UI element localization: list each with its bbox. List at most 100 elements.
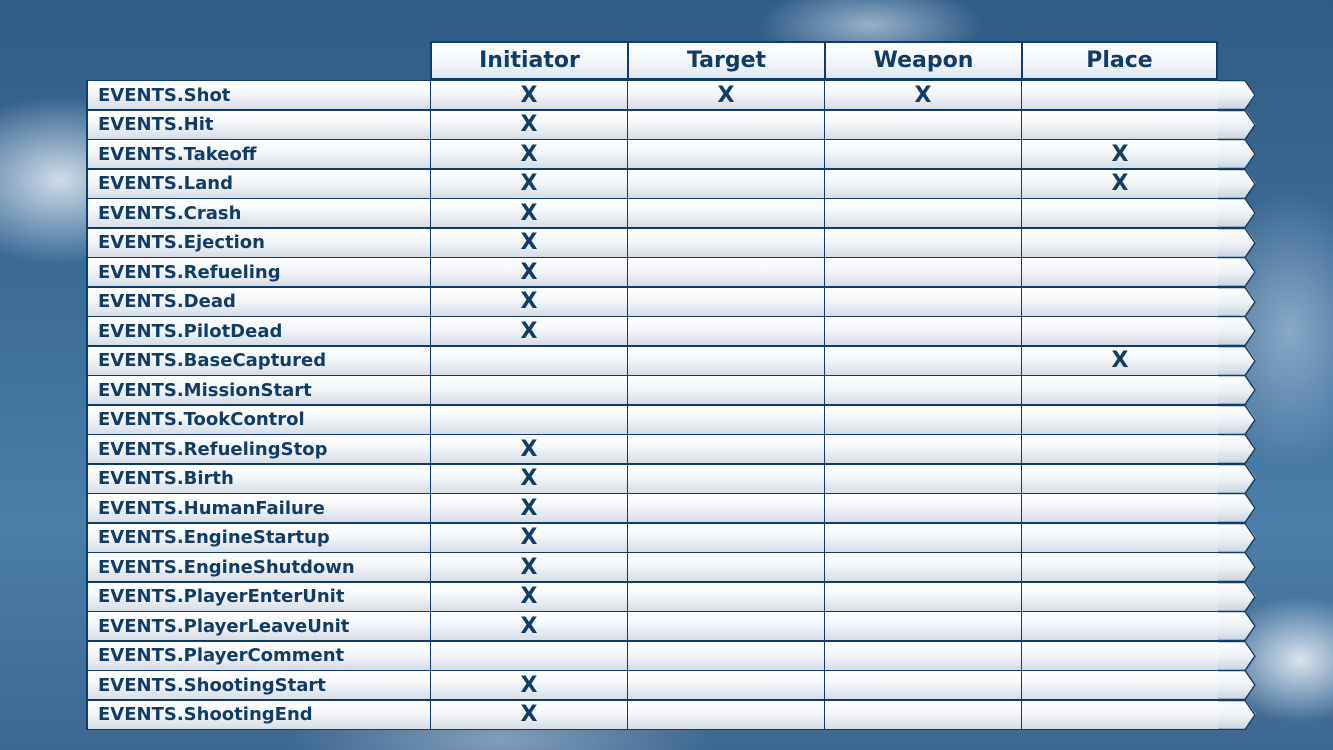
- cell-target: [627, 640, 825, 671]
- arrow-outline-icon: [1218, 257, 1256, 287]
- cell-weapon: [824, 227, 1022, 258]
- cell-weapon: [824, 522, 1022, 553]
- cell-place: [1021, 463, 1219, 494]
- cell-place: [1021, 316, 1219, 346]
- cell-weapon: [824, 345, 1022, 376]
- cell-place: [1021, 198, 1219, 228]
- cell-weapon: [824, 198, 1022, 228]
- cell-initiator: X: [430, 109, 628, 140]
- event-name: EVENTS.Birth: [86, 463, 431, 494]
- arrow-outline-icon: [1218, 670, 1256, 700]
- cell-place: [1021, 227, 1219, 258]
- cell-weapon: [824, 493, 1022, 523]
- cell-weapon: [824, 375, 1022, 405]
- cell-weapon: [824, 316, 1022, 346]
- cell-target: [627, 463, 825, 494]
- cell-initiator: X: [430, 670, 628, 700]
- cell-place: [1021, 434, 1219, 464]
- cell-target: X: [627, 80, 825, 110]
- event-name: EVENTS.Dead: [86, 286, 431, 317]
- cell-weapon: [824, 139, 1022, 169]
- arrow-outline-icon: [1218, 345, 1256, 376]
- cell-place: [1021, 522, 1219, 553]
- cell-target: [627, 522, 825, 553]
- cell-weapon: [824, 463, 1022, 494]
- event-name: EVENTS.Hit: [86, 109, 431, 140]
- cell-place: [1021, 493, 1219, 523]
- cell-initiator: [430, 640, 628, 671]
- cell-initiator: X: [430, 522, 628, 553]
- cell-target: [627, 109, 825, 140]
- cell-place: [1021, 699, 1219, 730]
- cell-initiator: X: [430, 699, 628, 730]
- event-name: EVENTS.MissionStart: [86, 375, 431, 405]
- cell-target: [627, 404, 825, 435]
- cell-weapon: [824, 109, 1022, 140]
- cell-place: [1021, 80, 1219, 110]
- arrow-outline-icon: [1218, 109, 1256, 140]
- column-header-place: Place: [1021, 41, 1218, 80]
- arrow-outline-icon: [1218, 522, 1256, 553]
- cell-place: [1021, 670, 1219, 700]
- cell-target: [627, 611, 825, 641]
- event-name: EVENTS.Land: [86, 168, 431, 199]
- arrow-outline-icon: [1218, 552, 1256, 582]
- arrow-outline-icon: [1218, 168, 1256, 199]
- cell-target: [627, 670, 825, 700]
- cell-weapon: [824, 670, 1022, 700]
- cell-target: [627, 316, 825, 346]
- arrow-outline-icon: [1218, 286, 1256, 317]
- cell-initiator: X: [430, 581, 628, 612]
- arrow-outline-icon: [1218, 611, 1256, 641]
- cell-initiator: X: [430, 168, 628, 199]
- cell-weapon: [824, 640, 1022, 671]
- cell-initiator: X: [430, 316, 628, 346]
- cell-target: [627, 493, 825, 523]
- cell-target: [627, 699, 825, 730]
- cell-target: [627, 581, 825, 612]
- cell-weapon: X: [824, 80, 1022, 110]
- cell-weapon: [824, 699, 1022, 730]
- cell-place: [1021, 611, 1219, 641]
- cell-target: [627, 139, 825, 169]
- column-header-target: Target: [627, 41, 826, 80]
- arrow-outline-icon: [1218, 316, 1256, 346]
- cell-place: [1021, 581, 1219, 612]
- arrow-outline-icon: [1218, 80, 1256, 110]
- cell-weapon: [824, 404, 1022, 435]
- cell-initiator: X: [430, 286, 628, 317]
- cell-initiator: X: [430, 139, 628, 169]
- cell-weapon: [824, 257, 1022, 287]
- cell-place: [1021, 375, 1219, 405]
- cell-place: [1021, 257, 1219, 287]
- cell-place: X: [1021, 139, 1219, 169]
- cell-weapon: [824, 581, 1022, 612]
- event-name: EVENTS.EngineStartup: [86, 522, 431, 553]
- arrow-outline-icon: [1218, 139, 1256, 169]
- event-name: EVENTS.Ejection: [86, 227, 431, 258]
- cell-initiator: X: [430, 227, 628, 258]
- event-name: EVENTS.Shot: [86, 80, 431, 110]
- arrow-outline-icon: [1218, 404, 1256, 435]
- cell-target: [627, 345, 825, 376]
- cell-initiator: [430, 345, 628, 376]
- arrow-outline-icon: [1218, 434, 1256, 464]
- cell-initiator: X: [430, 257, 628, 287]
- cell-initiator: X: [430, 493, 628, 523]
- cell-weapon: [824, 611, 1022, 641]
- cell-target: [627, 257, 825, 287]
- cell-place: X: [1021, 168, 1219, 199]
- cell-target: [627, 198, 825, 228]
- cell-weapon: [824, 434, 1022, 464]
- cell-initiator: [430, 404, 628, 435]
- cell-weapon: [824, 168, 1022, 199]
- event-name: EVENTS.TookControl: [86, 404, 431, 435]
- cell-initiator: X: [430, 552, 628, 582]
- event-name: EVENTS.Takeoff: [86, 139, 431, 169]
- event-name: EVENTS.HumanFailure: [86, 493, 431, 523]
- arrow-outline-icon: [1218, 493, 1256, 523]
- cell-weapon: [824, 286, 1022, 317]
- arrow-outline-icon: [1218, 463, 1256, 494]
- column-header-weapon: Weapon: [824, 41, 1023, 80]
- event-name: EVENTS.PlayerEnterUnit: [86, 581, 431, 612]
